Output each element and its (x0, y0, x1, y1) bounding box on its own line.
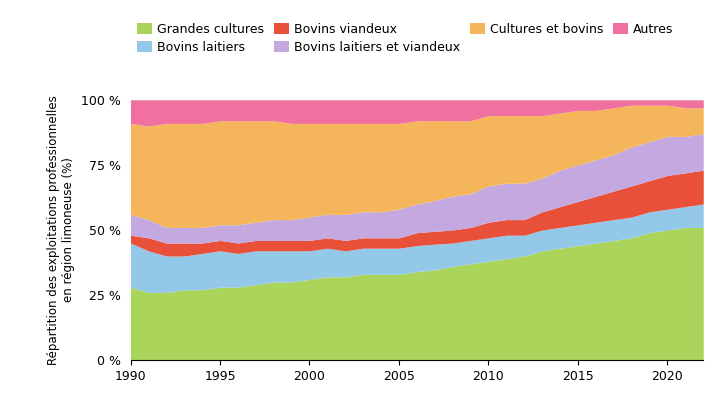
Y-axis label: Répartition des exploitations professionnelles
en région limoneuse (%): Répartition des exploitations profession… (47, 95, 75, 365)
Legend: Grandes cultures, Bovins laitiers, Bovins viandeux, Bovins laitiers et viandeux,: Grandes cultures, Bovins laitiers, Bovin… (137, 23, 674, 54)
